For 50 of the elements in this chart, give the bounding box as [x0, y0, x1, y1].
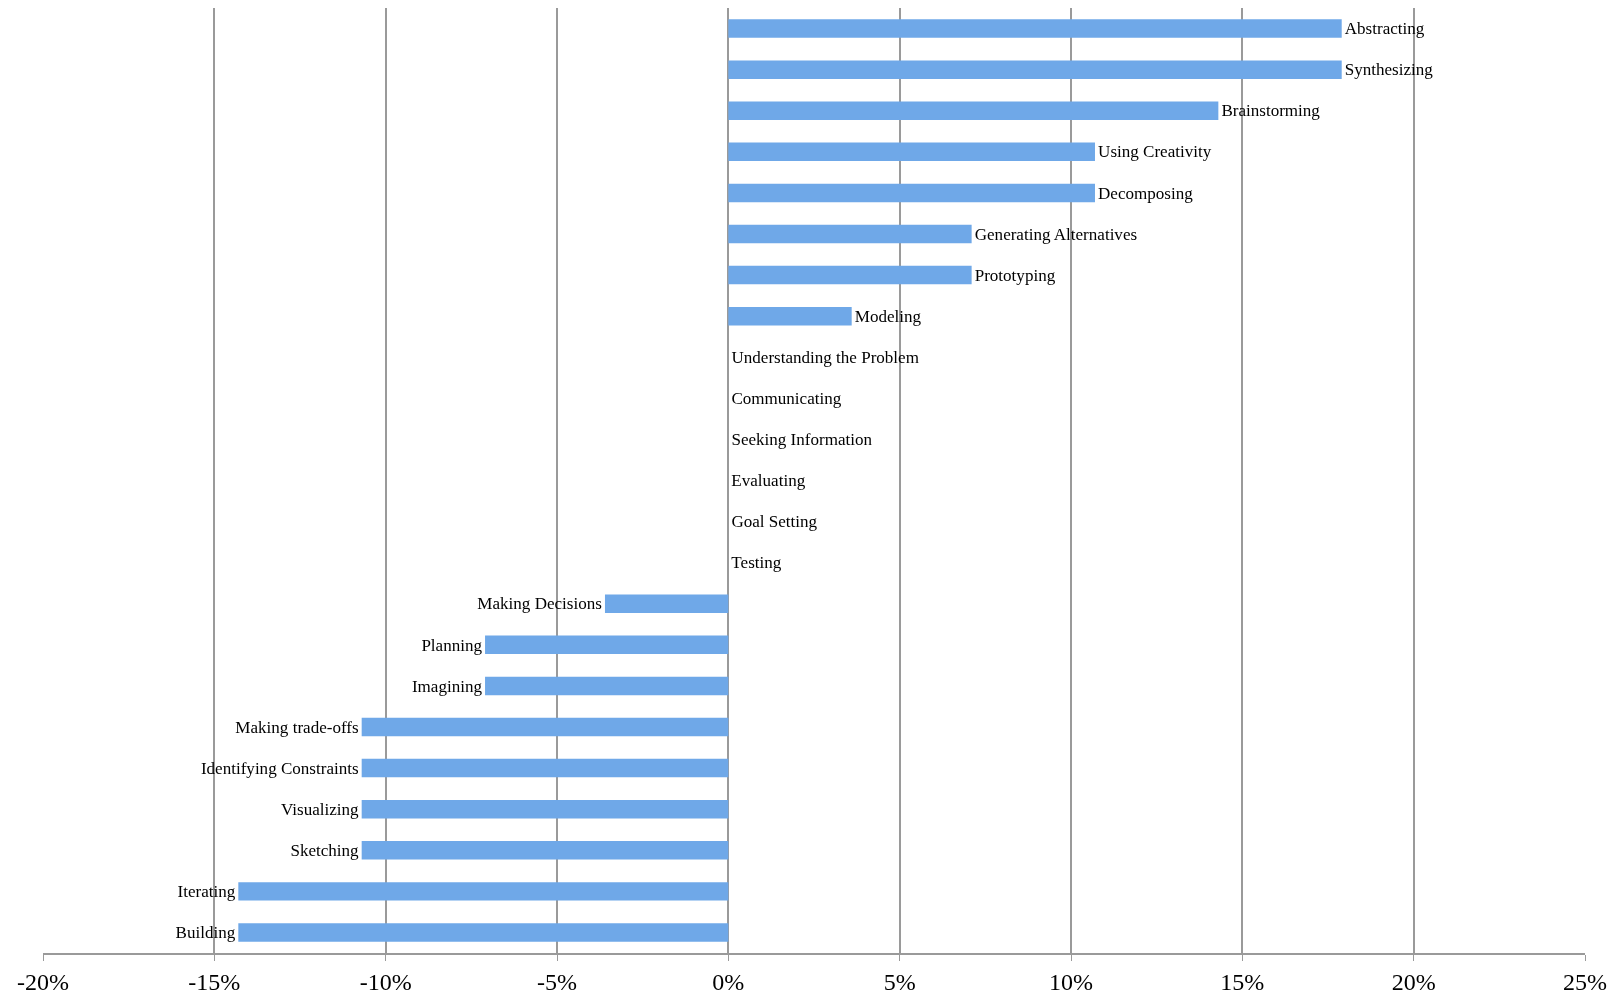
y-tick-label: Evaluating — [731, 471, 806, 491]
bar — [728, 306, 852, 326]
bar — [728, 265, 972, 285]
bar — [361, 799, 729, 819]
bar — [728, 19, 1342, 38]
y-tick-label: Testing — [731, 553, 782, 573]
y-tick-label: Modeling — [854, 306, 922, 326]
y-tick-label: Building — [175, 923, 236, 943]
x-tick-label: 25% — [1563, 968, 1607, 995]
y-tick-label: Understanding the Problem — [731, 347, 919, 367]
y-tick-label: Synthesizing — [1344, 60, 1434, 80]
bar — [728, 224, 972, 244]
bar — [361, 841, 729, 860]
bar — [728, 183, 1095, 203]
y-tick-label: Imagining — [411, 676, 483, 696]
x-tick-label: 15% — [1220, 968, 1265, 995]
y-tick-label: Using Creativity — [1098, 142, 1212, 162]
y-tick-label: Making trade-offs — [235, 717, 359, 737]
y-tick-label: Communicating — [731, 389, 842, 409]
y-tick-label: Identifying Constraints — [200, 758, 359, 778]
y-tick-label: Planning — [421, 635, 483, 655]
y-tick-label: Sketching — [290, 840, 360, 860]
x-tick-label: -20% — [17, 968, 69, 995]
x-tick-label: 5% — [883, 968, 916, 995]
bar — [485, 635, 729, 655]
y-tick-label: Making Decisions — [477, 594, 603, 614]
bar — [361, 758, 729, 778]
y-tick-label: Goal Setting — [731, 512, 818, 532]
bar — [238, 923, 729, 942]
bar — [361, 717, 729, 737]
y-tick-label: Prototyping — [974, 265, 1056, 285]
bar — [728, 60, 1342, 79]
x-tick-label: -10% — [359, 968, 412, 995]
y-tick-label: Brainstorming — [1221, 101, 1321, 121]
y-tick-label: Decomposing — [1098, 183, 1194, 203]
x-tick-label: 20% — [1391, 968, 1436, 995]
y-tick-label: Visualizing — [281, 799, 360, 819]
x-tick-label: -5% — [537, 968, 577, 995]
x-tick-label: 10% — [1049, 968, 1093, 995]
y-tick-label: Iterating — [177, 882, 236, 902]
bar — [728, 101, 1219, 120]
bar — [604, 594, 729, 614]
x-tick-label: -15% — [188, 968, 241, 995]
bar — [238, 882, 729, 901]
x-tick-label: 0% — [712, 968, 745, 995]
bar — [728, 142, 1095, 162]
y-tick-label: Abstracting — [1344, 19, 1425, 39]
y-tick-label: Generating Alternatives — [974, 224, 1138, 244]
bar — [485, 676, 729, 696]
y-tick-label: Seeking Information — [731, 430, 873, 450]
